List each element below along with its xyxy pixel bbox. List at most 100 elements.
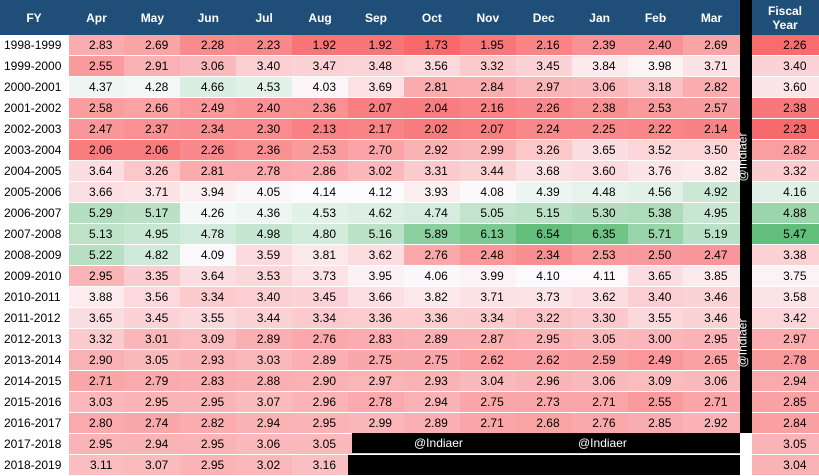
fiscal-year-cell: 2.85	[752, 391, 819, 413]
table-row: 2005-2006 3.66 3.71 3.94 4.05 4.14 4.12 3.93 4.0…	[0, 181, 740, 203]
heatmap-cell: 4.92	[683, 181, 740, 203]
heatmap-cell: 3.50	[683, 139, 740, 161]
fiscal-year-cell: 2.23	[752, 118, 819, 140]
fiscal-year-header: Fiscal Year	[752, 0, 819, 35]
heatmap-cell: 5.13	[68, 223, 125, 245]
heatmap-cell: 2.90	[68, 349, 125, 371]
heatmap-cell: 3.55	[180, 307, 237, 329]
heatmap-cell: 2.65	[683, 349, 740, 371]
heatmap-cell: 2.26	[515, 97, 572, 119]
fiscal-year-row: 2.82	[752, 139, 819, 161]
fy-label: 2002-2003	[0, 118, 69, 140]
heatmap-cell: 2.71	[459, 412, 516, 434]
heatmap-cell: 2.57	[683, 97, 740, 119]
heatmap-cell: 3.53	[236, 265, 293, 287]
heatmap-cell: 2.76	[403, 244, 460, 266]
heatmap-cell: 2.34	[180, 118, 237, 140]
heatmap-cell: 3.44	[236, 307, 293, 329]
heatmap-cell: 3.71	[459, 286, 516, 308]
heatmap-cell: 3.46	[683, 307, 740, 329]
heatmap-cell: 3.62	[348, 244, 404, 266]
header-row: FY Apr May Jun Jul Aug Sep Oct Nov Dec J…	[0, 0, 741, 35]
heatmap-cell: 5.15	[515, 202, 572, 224]
heatmap-cell: 3.66	[348, 286, 404, 308]
fy-label: 2007-2008	[0, 223, 69, 245]
fy-label: 2017-2018	[0, 433, 69, 455]
heatmap-cell: 5.22	[68, 244, 125, 266]
heatmap-cell: 3.64	[180, 265, 237, 287]
heatmap-cell: 3.34	[180, 286, 237, 308]
heatmap-cell: 4.11	[571, 265, 628, 287]
fy-label: 2013-2014	[0, 349, 69, 371]
heatmap-cell: 2.90	[292, 370, 349, 392]
heatmap-cell: 3.35	[124, 265, 181, 287]
heatmap-cell: 3.60	[571, 160, 628, 182]
heatmap-cell: 2.24	[515, 118, 572, 140]
heatmap-cell: 5.71	[627, 223, 684, 245]
heatmap-cell: 2.89	[236, 328, 293, 350]
fiscal-year-cell: 2.38	[752, 97, 819, 119]
heatmap-cell: 3.65	[68, 307, 125, 329]
fiscal-year-row: 3.04	[752, 454, 819, 476]
table-row: 2013-2014 2.90 3.05 2.93 3.03 2.89 2.75 2.75 2.6…	[0, 349, 740, 371]
heatmap-cell: 2.34	[515, 244, 572, 266]
fiscal-year-cell: 2.26	[752, 35, 819, 56]
heatmap-cell: 3.09	[180, 328, 237, 350]
heatmap-cell: 2.83	[68, 35, 125, 56]
heatmap-cell: 2.82	[180, 412, 237, 434]
heatmap-cell: 2.71	[68, 370, 125, 392]
heatmap-table: FY Apr May Jun Jul Aug Sep Oct Nov Dec J…	[0, 0, 741, 476]
heatmap-cell: 2.95	[180, 454, 237, 476]
heatmap-cell: 3.84	[571, 55, 628, 77]
heatmap-cell: 3.85	[683, 265, 740, 287]
fiscal-year-cell: 5.47	[752, 223, 819, 245]
fiscal-year-cell: 4.88	[752, 202, 819, 224]
heatmap-cell: 2.62	[515, 349, 572, 371]
heatmap-cell: 2.26	[180, 139, 237, 161]
table-row: 2016-2017 2.80 2.74 2.82 2.94 2.95 2.99 2.89 2.7…	[0, 412, 740, 434]
heatmap-cell: 2.84	[459, 76, 516, 98]
heatmap-cell: 3.73	[292, 265, 349, 287]
heatmap-cell: 3.40	[236, 55, 293, 77]
heatmap-cell: 2.06	[68, 139, 125, 161]
fiscal-year-cell: 3.38	[752, 244, 819, 266]
heatmap-cell: 2.99	[459, 139, 516, 161]
heatmap-cell: 3.62	[571, 286, 628, 308]
heatmap-cell: 3.88	[68, 286, 125, 308]
table-row: 2000-2001 4.37 4.28 4.66 4.53 4.03 3.69 2.81 2.8…	[0, 76, 740, 98]
heatmap-cell: 3.65	[571, 139, 628, 161]
heatmap-cell: 2.87	[459, 328, 516, 350]
table-row: 2008-2009 5.22 4.82 4.09 3.59 3.81 3.62 2.76 2.4…	[0, 244, 740, 266]
heatmap-cell: 3.32	[459, 55, 516, 77]
heatmap-cell: 5.89	[403, 223, 460, 245]
heatmap-cell: 2.75	[403, 349, 460, 371]
heatmap-cell: 4.95	[124, 223, 181, 245]
fiscal-year-row: 2.97	[752, 328, 819, 350]
heatmap-cell: 3.95	[348, 265, 404, 287]
fiscal-year-row: 4.16	[752, 181, 819, 203]
heatmap-cell: 3.93	[403, 181, 460, 203]
heatmap-cell: 2.97	[348, 370, 404, 392]
heatmap-cell: 3.05	[571, 328, 628, 350]
heatmap-cell: 2.16	[515, 35, 572, 56]
fiscal-year-cell: 3.32	[752, 160, 819, 182]
heatmap-cell: 2.14	[683, 118, 740, 140]
heatmap-cell: 3.44	[459, 160, 516, 182]
fy-label: 2012-2013	[0, 328, 69, 350]
heatmap-cell: 3.55	[627, 307, 684, 329]
heatmap-cell: 3.94	[180, 181, 237, 203]
month-header: Nov	[459, 0, 517, 35]
heatmap-cell: 2.68	[515, 412, 572, 434]
heatmap-cell: 3.48	[348, 55, 404, 77]
heatmap-cell: 4.82	[124, 244, 181, 266]
heatmap-cell: 3.45	[124, 307, 181, 329]
month-header: May	[124, 0, 181, 35]
fiscal-year-row: 4.88	[752, 202, 819, 224]
heatmap-cell: 2.82	[683, 76, 740, 98]
heatmap-cell: 4.12	[348, 181, 404, 203]
heatmap-cell: 3.00	[627, 328, 684, 350]
month-header: Jan	[571, 0, 629, 35]
heatmap-cell: 5.29	[68, 202, 125, 224]
table-row: 2007-2008 5.13 4.95 4.78 4.98 4.80 5.16 5.89 6.1…	[0, 223, 740, 245]
table-row: 2015-2016 3.03 2.95 2.95 3.07 2.96 2.78 2.94 2.7…	[0, 391, 740, 413]
